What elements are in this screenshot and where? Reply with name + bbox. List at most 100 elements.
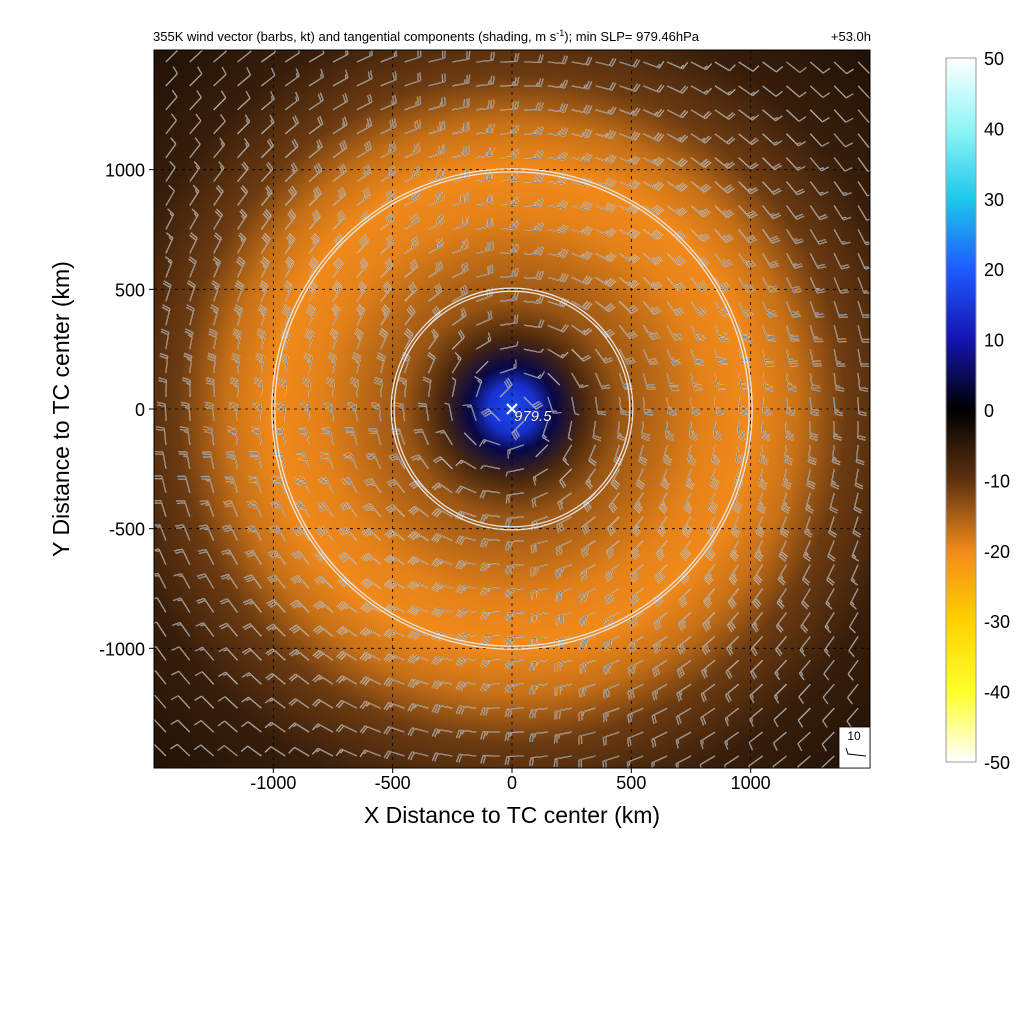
wind-barb-outline [407, 630, 429, 641]
wind-barb-outline [666, 157, 688, 167]
wind-barb-outline [233, 304, 243, 326]
wind-barb-outline [619, 325, 638, 339]
wind-barb-outline [404, 328, 414, 350]
wind-barb-outline [632, 516, 644, 537]
wind-barb-outline [308, 186, 322, 206]
wind-barb-outline [165, 184, 175, 206]
wind-barb-outline [456, 705, 477, 715]
wind-barb-outline [383, 628, 405, 638]
wind-barb-outline [285, 233, 296, 254]
wind-barb-outline [281, 304, 292, 326]
wind-barb-outline [557, 492, 572, 511]
wind-barb-outline [585, 468, 596, 490]
wind-barb-outline [265, 673, 286, 685]
wind-barb-outline [595, 252, 617, 262]
wind-barb-outline [199, 500, 214, 517]
wind-barb-outline [189, 185, 200, 206]
wind-barb-outline [363, 478, 381, 493]
wind-barb-outline [571, 250, 593, 260]
wind-barb-outline [827, 540, 836, 562]
wind-barb-outline [595, 396, 607, 415]
wind-barb-outline [480, 563, 501, 572]
colorbar-tick-label: -30 [984, 612, 1010, 632]
wind-barb-outline [762, 85, 783, 97]
wind-barb-outline [643, 325, 661, 340]
wind-barb-outline [154, 548, 167, 565]
wind-barb-outline [362, 503, 381, 517]
wind-barb-outline [753, 564, 763, 586]
wind-barb-outline [431, 680, 453, 690]
wind-barb-outline [506, 492, 524, 504]
wind-barb-outline [170, 695, 190, 709]
wind-barb-outline [799, 636, 811, 657]
wind-barb-outline [523, 348, 544, 353]
wind-barb-outline [738, 349, 752, 366]
wind-barb-outline [595, 177, 617, 188]
wind-barb-outline [404, 72, 421, 87]
wind-barb-outline [678, 612, 692, 632]
wind-barb-outline [776, 612, 787, 633]
wind-barb-outline [272, 452, 286, 469]
wind-barb-outline [571, 325, 592, 336]
wind-barb-outline [762, 157, 782, 170]
wind-barb-outline [725, 708, 739, 727]
wind-barb-outline [213, 208, 223, 230]
wind-barb-outline [728, 564, 739, 585]
wind-barb-outline [456, 657, 477, 667]
wind-barb-outline [547, 55, 568, 64]
wind-barb-outline [480, 408, 501, 422]
wind-barb-outline [595, 82, 617, 91]
wind-barb-outline [432, 752, 453, 762]
wind-barb-outline [428, 73, 446, 87]
wind-barb-outline [261, 209, 272, 230]
wind-barb-outline [690, 229, 711, 242]
wind-barb-outline [530, 564, 548, 577]
wind-barb-outline [380, 304, 391, 326]
wind-barb-outline [356, 140, 372, 158]
wind-barb-outline [851, 540, 859, 562]
wind-barb-outline [571, 226, 593, 236]
wind-barb-outline [500, 243, 519, 254]
wind-barb-outline [452, 215, 469, 230]
wind-barb-outline [775, 636, 787, 657]
colorbar-tick-label: -10 [984, 471, 1010, 491]
wind-barb-outline [738, 325, 753, 342]
wind-barb-outline [210, 304, 219, 326]
wind-barb-outline [456, 754, 477, 763]
wind-barb-outline [476, 241, 494, 254]
wind-barb-outline [431, 582, 453, 592]
wind-barb-outline [666, 349, 682, 366]
wind-barb-outline [435, 430, 453, 446]
wind-barb-outline [241, 745, 262, 757]
wind-barb-outline [762, 277, 779, 293]
wind-barb-outline [312, 674, 334, 685]
wind-barb-outline [407, 556, 429, 566]
wind-barb-outline [523, 295, 544, 304]
wind-barb-outline [339, 502, 358, 517]
wind-barb-outline [595, 228, 617, 237]
wind-barb-outline [511, 420, 525, 441]
wind-barb-outline [299, 402, 310, 422]
wind-barb-outline [336, 626, 358, 637]
wind-barb-outline [505, 540, 524, 551]
wind-barb-outline [834, 301, 848, 318]
wind-barb-outline [523, 174, 544, 183]
wind-barb-outline [277, 377, 287, 398]
wind-barb-outline [198, 524, 214, 541]
wind-barb-outline [462, 404, 477, 422]
wind-barb-outline [184, 328, 194, 350]
wind-barb-outline [224, 476, 238, 493]
wind-barb-outline [619, 131, 641, 141]
wind-barb-outline [384, 529, 405, 541]
wind-barb-outline [643, 156, 664, 166]
wind-barb-outline [702, 636, 716, 656]
wind-barb-outline [690, 277, 709, 292]
wind-barb-outline [656, 540, 668, 561]
wind-barb-outline [725, 684, 739, 703]
wind-barb-outline [547, 297, 569, 307]
wind-barb-outline [428, 283, 443, 302]
wind-barb-outline [709, 468, 720, 490]
wind-barb-outline [480, 538, 501, 548]
wind-barb-outline [243, 574, 262, 589]
wind-barb-outline [523, 54, 544, 63]
